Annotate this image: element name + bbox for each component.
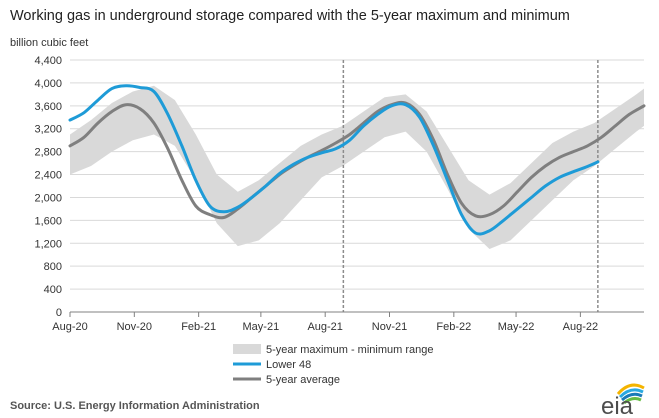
legend: 5-year maximum - minimum range Lower 48 5-…	[233, 344, 433, 386]
y-tick-label: 400	[44, 284, 62, 296]
eia-logo: eia	[601, 383, 645, 416]
series-lines	[68, 84, 646, 236]
y-tick-label: 1,600	[34, 215, 62, 227]
axes	[69, 311, 644, 317]
y-tick-label: 4,000	[34, 78, 62, 90]
x-tick-label: May-21	[243, 321, 280, 333]
x-tick-labels: Aug-20 Nov-20 Feb-21 May-21 Aug-21 Nov-21 Feb-…	[52, 321, 598, 333]
band-layer	[70, 85, 644, 249]
lower-48-line	[68, 84, 600, 236]
logo-arc-yellow	[616, 383, 645, 396]
x-tick-label: Nov-20	[117, 321, 152, 333]
legend-label: 5-year maximum - minimum range	[266, 344, 433, 356]
logo-arc-darkblue	[620, 392, 643, 402]
y-tick-label: 800	[44, 261, 62, 273]
x-tick-label: Aug-20	[52, 321, 87, 333]
x-tick-label: Aug-21	[307, 321, 342, 333]
y-tick-label: 4,400	[34, 55, 62, 67]
y-tick-label: 1,200	[34, 238, 62, 250]
y-axis-label: billion cubic feet	[10, 37, 89, 49]
logo-arc-lightblue	[618, 388, 644, 399]
y-tick-label: 0	[56, 307, 62, 319]
y-tick-label: 2,400	[34, 170, 62, 182]
source-note: Source: U.S. Energy Information Administ…	[10, 400, 260, 412]
y-tick-label: 2,800	[34, 147, 62, 159]
y-tick-label: 2,000	[34, 192, 62, 204]
vertical-markers	[342, 60, 599, 312]
legend-swatch-band	[233, 344, 261, 354]
logo-arc-green	[623, 397, 642, 405]
chart-title: Working gas in underground storage compa…	[10, 8, 570, 24]
x-tick-label: May-22	[498, 321, 535, 333]
x-tick-label: Feb-22	[436, 321, 471, 333]
legend-label: Lower 48	[266, 359, 311, 371]
y-tick-label: 3,200	[34, 124, 62, 136]
y-tick-label: 3,600	[34, 101, 62, 113]
range-band	[70, 85, 644, 249]
y-tick-labels: 0 400 800 1,200 1,600 2,000 2,400 2,800 3,200 3,6…	[34, 55, 62, 319]
x-tick-label: Feb-21	[181, 321, 216, 333]
logo-text: eia	[601, 393, 634, 416]
x-tick-label: Aug-22	[563, 321, 598, 333]
legend-label: 5-year average	[266, 374, 340, 386]
x-tick-label: Nov-21	[372, 321, 407, 333]
five-year-average-line	[68, 100, 646, 220]
